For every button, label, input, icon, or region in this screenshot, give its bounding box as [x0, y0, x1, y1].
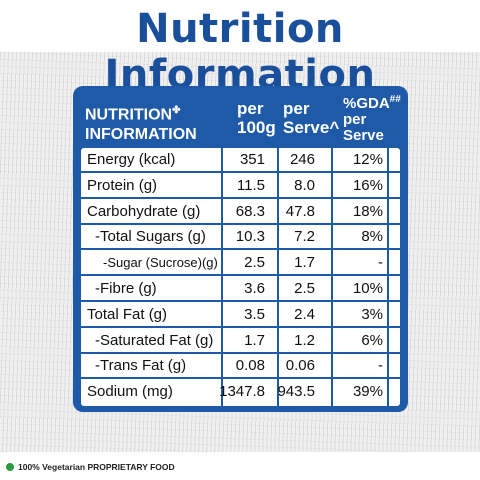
- row-gda: -: [378, 357, 383, 375]
- row-name: Energy (kcal): [87, 151, 176, 168]
- row-per-serve: 7.2: [294, 228, 315, 246]
- header-col2-line2: Serve^: [283, 118, 340, 137]
- row-gda: 39%: [352, 383, 383, 401]
- header-col-per-serve: per Serve^: [283, 99, 339, 137]
- row-per-100g: 68.3: [235, 202, 265, 220]
- page-title: Nutrition Information: [104, 6, 376, 98]
- row-per-serve: 8.0: [294, 176, 315, 194]
- row-per-100g: 11.5: [236, 176, 265, 194]
- row-per-100g: 3.6: [244, 280, 265, 297]
- row-per-serve: 246: [289, 151, 315, 168]
- row-name: Sodium (mg): [87, 383, 173, 401]
- row-name: -Fibre (g): [95, 280, 157, 297]
- header-col-per-100g: per 100g: [237, 99, 276, 137]
- row-per-serve: 47.8: [285, 202, 315, 220]
- nutrition-table: NUTRITION✤ INFORMATION per 100g per Serv…: [73, 86, 408, 412]
- table-row: -Saturated Fat (g) 1.7 1.2 6%: [81, 329, 400, 354]
- row-gda: -: [378, 254, 383, 272]
- column-divider: [221, 148, 223, 406]
- row-per-serve: 2.4: [294, 305, 315, 323]
- row-per-serve: 1.7: [294, 254, 315, 272]
- table-row: Carbohydrate (g) 68.3 47.8 18%: [81, 200, 400, 225]
- header-label: NUTRITION✤ INFORMATION: [85, 101, 197, 145]
- row-per-100g: 2.5: [244, 254, 265, 272]
- row-per-100g: 1347.8: [219, 383, 265, 401]
- row-gda: 18%: [352, 202, 383, 220]
- row-gda: 6%: [361, 331, 383, 349]
- row-per-serve: 0.06: [285, 357, 315, 375]
- header-col2-line1: per: [283, 99, 310, 118]
- header-col-gda: %GDA## per Serve: [343, 92, 401, 144]
- table-row: -Sugar (Sucrose)(g) 2.5 1.7 -: [81, 251, 400, 277]
- column-divider: [331, 148, 333, 406]
- row-per-100g: 351: [239, 151, 265, 168]
- table-row: Total Fat (g) 3.5 2.4 3%: [81, 303, 400, 328]
- vegetarian-mark-icon: [6, 463, 14, 471]
- row-name: -Sugar (Sucrose)(g): [103, 255, 218, 271]
- header-label-line1: NUTRITION: [85, 106, 173, 124]
- row-per-100g: 1.7: [244, 331, 265, 349]
- table-row: Protein (g) 11.5 8.0 16%: [81, 174, 400, 199]
- row-name: Total Fat (g): [87, 305, 168, 323]
- row-per-serve: 943.5: [277, 383, 315, 401]
- header-col3-sup: ##: [389, 94, 401, 105]
- row-name: Protein (g): [87, 176, 158, 194]
- table-row: -Trans Fat (g) 0.08 0.06 -: [81, 354, 400, 380]
- header-col3-line3: Serve: [343, 127, 384, 144]
- row-per-100g: 0.08: [235, 357, 265, 375]
- header-label-sup: ✤: [172, 105, 181, 116]
- row-name: -Total Sugars (g): [95, 228, 206, 246]
- column-divider: [277, 148, 279, 406]
- row-gda: 16%: [352, 176, 383, 194]
- table-header: NUTRITION✤ INFORMATION per 100g per Serv…: [73, 86, 408, 148]
- row-gda: 12%: [352, 151, 383, 168]
- row-gda: 8%: [361, 228, 383, 246]
- row-per-serve: 2.5: [294, 280, 315, 297]
- table-row: -Total Sugars (g) 10.3 7.2 8%: [81, 225, 400, 251]
- header-col3-line2: per: [343, 111, 367, 128]
- column-divider: [387, 148, 389, 406]
- row-name: Carbohydrate (g): [87, 202, 201, 220]
- row-name: -Trans Fat (g): [95, 357, 187, 375]
- table-body: Energy (kcal) 351 246 12% Protein (g) 11…: [81, 148, 400, 406]
- header-col3-line1: %GDA: [343, 95, 390, 112]
- row-name: -Saturated Fat (g): [95, 331, 214, 349]
- footer-note: 100% Vegetarian PROPRIETARY FOOD: [6, 462, 175, 472]
- row-gda: 10%: [352, 280, 383, 297]
- header-col1-line1: per: [237, 99, 264, 118]
- header-col1-line2: 100g: [237, 118, 276, 137]
- row-gda: 3%: [361, 305, 383, 323]
- footer-text: 100% Vegetarian PROPRIETARY FOOD: [18, 462, 175, 472]
- table-row: Sodium (mg) 1347.8 943.5 39%: [81, 380, 400, 405]
- row-per-100g: 10.3: [235, 228, 265, 246]
- row-per-serve: 1.2: [294, 331, 315, 349]
- table-row: -Fibre (g) 3.6 2.5 10%: [81, 277, 400, 302]
- table-row: Energy (kcal) 351 246 12%: [81, 148, 400, 173]
- row-per-100g: 3.5: [244, 305, 265, 323]
- header-label-line2: INFORMATION: [85, 126, 197, 144]
